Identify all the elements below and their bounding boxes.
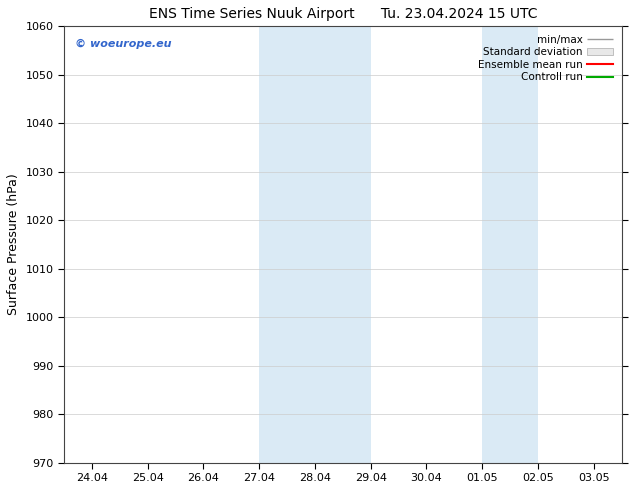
- Title: ENS Time Series Nuuk Airport      Tu. 23.04.2024 15 UTC: ENS Time Series Nuuk Airport Tu. 23.04.2…: [148, 7, 537, 21]
- Text: © woeurope.eu: © woeurope.eu: [75, 39, 172, 49]
- Legend: min/max, Standard deviation, Ensemble mean run, Controll run: min/max, Standard deviation, Ensemble me…: [475, 31, 616, 86]
- Y-axis label: Surface Pressure (hPa): Surface Pressure (hPa): [7, 173, 20, 316]
- Bar: [482, 26, 538, 463]
- Bar: [259, 26, 371, 463]
